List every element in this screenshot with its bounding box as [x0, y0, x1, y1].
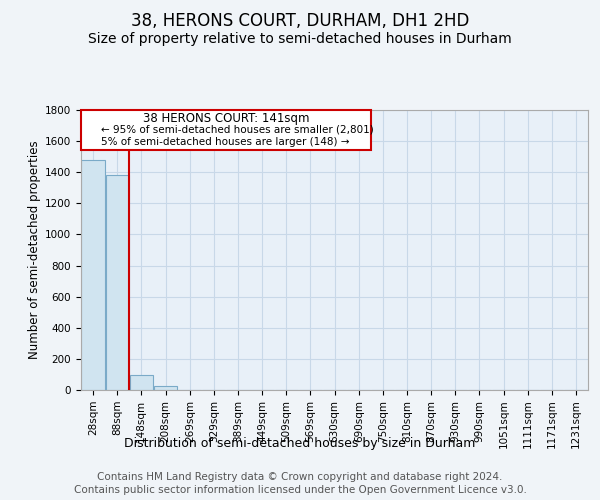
- Text: Size of property relative to semi-detached houses in Durham: Size of property relative to semi-detach…: [88, 32, 512, 46]
- Bar: [106, 176, 128, 390]
- Text: ← 95% of semi-detached houses are smaller (2,801): ← 95% of semi-detached houses are smalle…: [101, 124, 374, 134]
- Bar: [82, 160, 104, 390]
- Bar: [130, 375, 153, 390]
- Text: 38 HERONS COURT: 141sqm: 38 HERONS COURT: 141sqm: [143, 112, 309, 124]
- Text: 5% of semi-detached houses are larger (148) →: 5% of semi-detached houses are larger (1…: [101, 136, 350, 146]
- Text: Contains HM Land Registry data © Crown copyright and database right 2024.: Contains HM Land Registry data © Crown c…: [97, 472, 503, 482]
- Bar: [154, 386, 177, 390]
- Text: Distribution of semi-detached houses by size in Durham: Distribution of semi-detached houses by …: [124, 438, 476, 450]
- Y-axis label: Number of semi-detached properties: Number of semi-detached properties: [28, 140, 41, 360]
- Text: Contains public sector information licensed under the Open Government Licence v3: Contains public sector information licen…: [74, 485, 526, 495]
- FancyBboxPatch shape: [81, 110, 371, 150]
- Text: 38, HERONS COURT, DURHAM, DH1 2HD: 38, HERONS COURT, DURHAM, DH1 2HD: [131, 12, 469, 30]
